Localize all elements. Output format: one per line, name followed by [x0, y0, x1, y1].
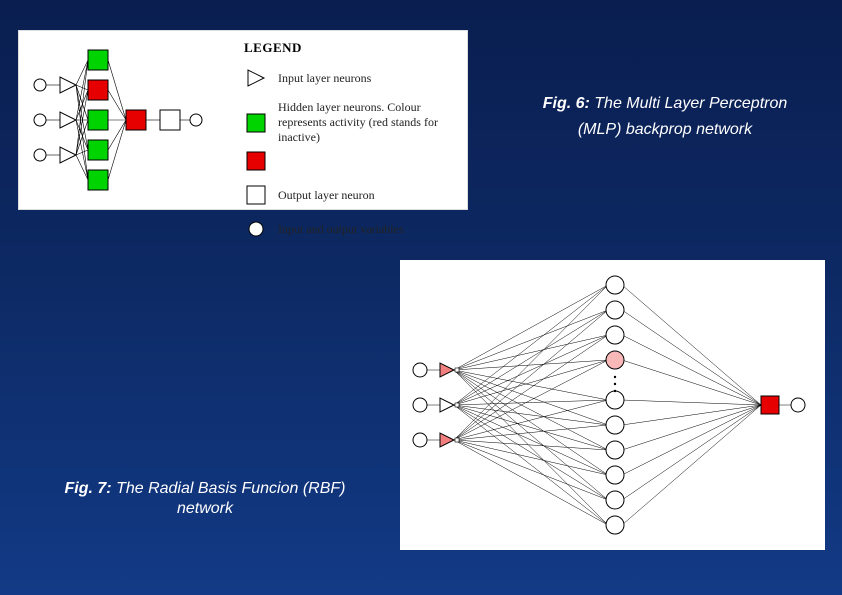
fig7-diagram: [400, 260, 825, 550]
legend-text: Output layer neuron: [278, 188, 375, 203]
fig7-caption-rest: The Radial Basis Funcion (RBF): [116, 480, 345, 497]
legend-row: [244, 149, 458, 173]
circle-icon: [244, 217, 268, 241]
fig7-panel: [400, 260, 825, 550]
square-icon: [244, 183, 268, 207]
fig7-caption-lead: Fig. 7:: [65, 480, 112, 497]
square-icon: [244, 111, 268, 135]
legend-text: Input layer neurons: [278, 71, 371, 86]
fig6-panel: LEGEND Input layer neurons Hidden layer n…: [18, 30, 468, 210]
legend-rows: Input layer neurons Hidden layer neurons.…: [244, 66, 458, 241]
legend-text: Hidden layer neurons. Colour represents …: [278, 100, 458, 145]
legend-row: Hidden layer neurons. Colour represents …: [244, 100, 458, 145]
fig6-caption-rest2: (MLP) backprop network: [500, 121, 830, 139]
fig6-diagram: [18, 30, 238, 210]
fig6-caption-rest1: The Multi Layer Perceptron: [594, 95, 787, 112]
fig6-caption-lead: Fig. 6:: [543, 95, 590, 112]
legend-title: LEGEND: [244, 40, 458, 56]
fig7-caption: Fig. 7: The Radial Basis Funcion (RBF) n…: [25, 480, 385, 518]
legend-row: Input and output variables: [244, 217, 458, 241]
fig6-caption: Fig. 6: The Multi Layer Perceptron (MLP)…: [500, 95, 830, 139]
legend-row: Output layer neuron: [244, 183, 458, 207]
fig7-caption-rest2: network: [177, 500, 233, 517]
legend-text: Input and output variables: [278, 222, 404, 237]
triangle-icon: [244, 66, 268, 90]
legend-row: Input layer neurons: [244, 66, 458, 90]
fig6-legend: LEGEND Input layer neurons Hidden layer n…: [244, 40, 458, 251]
square-icon: [244, 149, 268, 173]
